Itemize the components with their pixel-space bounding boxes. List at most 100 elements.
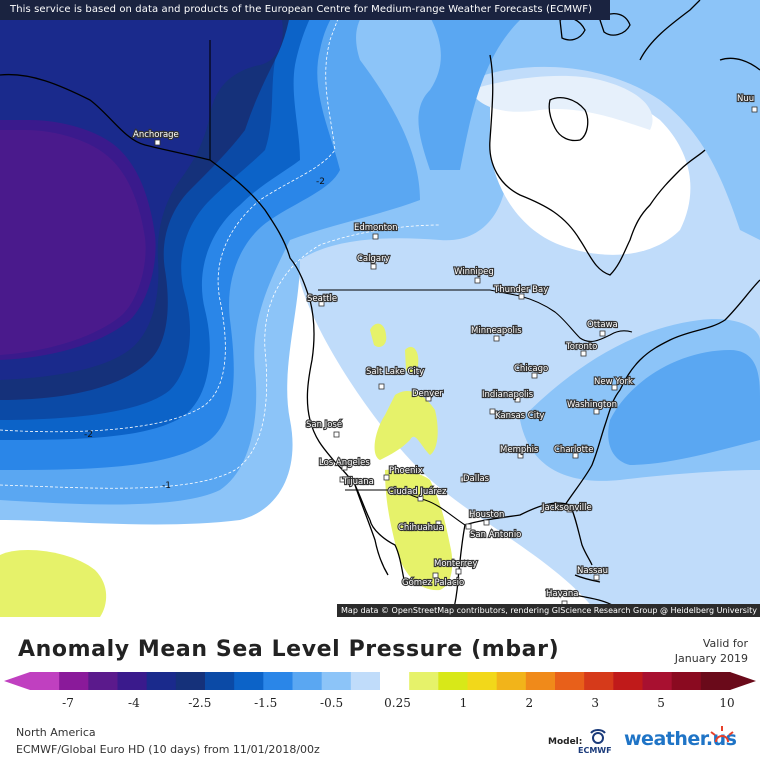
city-marker[interactable] bbox=[593, 574, 600, 581]
city-marker[interactable] bbox=[372, 233, 379, 240]
city-marker[interactable] bbox=[432, 572, 439, 579]
city-label-havana: Havana bbox=[546, 589, 578, 599]
city-marker[interactable] bbox=[474, 277, 481, 284]
model-label: Model: bbox=[548, 737, 583, 747]
colorbar-tick-label: 5 bbox=[657, 696, 665, 710]
map-attribution[interactable]: Map data © OpenStreetMap contributors, r… bbox=[337, 604, 760, 617]
sun-logo-icon bbox=[710, 726, 734, 743]
city-marker[interactable] bbox=[599, 330, 606, 337]
city-label-san-jose: San José bbox=[306, 419, 342, 430]
valid-period: January 2019 bbox=[674, 652, 748, 665]
isobar--2 bbox=[0, 0, 346, 433]
city-marker[interactable] bbox=[378, 383, 385, 390]
city-marker[interactable] bbox=[572, 452, 579, 459]
city-label-houston: Houston bbox=[469, 510, 504, 520]
city-marker[interactable] bbox=[455, 568, 462, 575]
colorbar-cell bbox=[642, 672, 673, 690]
city-marker[interactable] bbox=[465, 523, 472, 530]
coastlines bbox=[0, 0, 760, 617]
city-label-minneapolis: Minneapolis bbox=[471, 326, 522, 336]
valid-label: Valid for bbox=[702, 637, 748, 650]
model-run-label: ECMWF/Global Euro HD (10 days) from 11/0… bbox=[16, 743, 320, 756]
city-marker[interactable] bbox=[531, 372, 538, 379]
city-marker[interactable] bbox=[435, 520, 442, 527]
city-label-thunder-bay: Thunder Bay bbox=[493, 285, 548, 295]
city-marker[interactable] bbox=[383, 474, 390, 481]
colorbar-cell bbox=[496, 672, 527, 690]
colorbar-tick-label: 1 bbox=[459, 696, 468, 710]
anomaly-positive-3 bbox=[374, 390, 438, 460]
city-label-memphis: Memphis bbox=[500, 445, 539, 455]
city-label-anchorage: Anchorage bbox=[133, 130, 179, 140]
colorbar-cell bbox=[380, 672, 410, 690]
city-label-phoenix: Phoenix bbox=[389, 466, 423, 476]
city-marker[interactable] bbox=[417, 495, 424, 502]
colorbar-cell bbox=[117, 672, 148, 690]
anomaly-positive-1 bbox=[370, 323, 387, 347]
colorbar-tick-label: -4 bbox=[128, 696, 140, 710]
colorbar-tick-label: -2.5 bbox=[188, 696, 212, 710]
colorbar-cell bbox=[59, 672, 89, 690]
city-label-indianapolis: Indianapolis bbox=[482, 390, 534, 400]
anomaly-band-light bbox=[470, 75, 653, 130]
city-marker[interactable] bbox=[154, 139, 161, 146]
colorbar-tick-label: 3 bbox=[591, 696, 600, 710]
city-label-denver: Denver bbox=[412, 389, 443, 399]
colorbar-tick-label: -1.5 bbox=[254, 696, 278, 710]
city-marker[interactable] bbox=[489, 408, 496, 415]
city-label-ciudad-juarez: Ciudad Juárez bbox=[388, 487, 447, 497]
city-marker[interactable] bbox=[318, 300, 325, 307]
ecmwf-logo-text: ECMWF bbox=[578, 746, 612, 755]
city-marker[interactable] bbox=[341, 464, 348, 471]
city-marker[interactable] bbox=[370, 263, 377, 270]
city-label-ottawa: Ottawa bbox=[587, 320, 618, 330]
city-label-salt-lake-city: Salt Lake City bbox=[366, 367, 424, 377]
isobar-label: -2 bbox=[84, 430, 93, 440]
colorbar-cell bbox=[409, 672, 439, 690]
city-marker[interactable] bbox=[493, 335, 500, 342]
city-marker[interactable] bbox=[483, 519, 490, 526]
ecmwf-logo-icon[interactable] bbox=[577, 727, 619, 755]
legend-title: Anomaly Mean Sea Level Pressure (mbar) bbox=[18, 637, 560, 662]
colorbar-cell bbox=[555, 672, 585, 690]
colorbar-cell bbox=[700, 672, 731, 690]
colorbar-cell bbox=[30, 672, 60, 690]
colorbar-cell bbox=[350, 672, 381, 690]
city-marker[interactable] bbox=[339, 476, 346, 483]
isobar-label: -1 bbox=[162, 481, 171, 491]
anomaly-positive-4 bbox=[385, 469, 453, 591]
ecmwf-notice-banner: This service is based on data and produc… bbox=[0, 0, 610, 20]
city-markers: Anchorage Edmonton Calgary Winnipeg Thun… bbox=[132, 93, 758, 607]
city-label-nuu: Nuu bbox=[737, 94, 754, 104]
colorbar-cell bbox=[205, 672, 235, 690]
city-marker[interactable] bbox=[425, 395, 432, 402]
city-marker[interactable] bbox=[518, 293, 525, 300]
brand-logo[interactable]: weather.us bbox=[624, 728, 737, 750]
city-marker[interactable] bbox=[517, 452, 524, 459]
colorbar-arrow-left bbox=[4, 672, 30, 690]
colorbar-cell bbox=[321, 672, 352, 690]
city-label-san-antonio: San Antonio bbox=[470, 530, 521, 540]
city-marker[interactable] bbox=[611, 384, 618, 391]
city-label-tijuana: Tijuana bbox=[342, 477, 374, 487]
valid-date: Valid for January 2019 bbox=[675, 636, 748, 666]
borders bbox=[209, 40, 633, 526]
city-label-toronto: Toronto bbox=[565, 342, 597, 352]
color-scale-bar bbox=[4, 672, 756, 690]
city-marker[interactable] bbox=[593, 408, 600, 415]
city-marker[interactable] bbox=[333, 431, 340, 438]
colorbar-cell bbox=[292, 672, 323, 690]
city-marker[interactable] bbox=[460, 476, 467, 483]
city-marker[interactable] bbox=[751, 106, 758, 113]
city-marker[interactable] bbox=[566, 506, 573, 513]
colorbar-cell bbox=[584, 672, 614, 690]
city-label-chihuahua: Chihuahua bbox=[398, 523, 444, 533]
city-marker[interactable] bbox=[580, 350, 587, 357]
city-marker[interactable] bbox=[514, 396, 521, 403]
colorbar-cell bbox=[438, 672, 468, 690]
colorbar-cell bbox=[263, 672, 293, 690]
colorbar-cell bbox=[175, 672, 206, 690]
map-area[interactable]: -2 -2 -1 Anchorage Edmonton Calgary Winn… bbox=[0, 0, 760, 617]
city-label-washington: Washington bbox=[567, 400, 617, 410]
colorbar-tick-label: 2 bbox=[525, 696, 534, 710]
